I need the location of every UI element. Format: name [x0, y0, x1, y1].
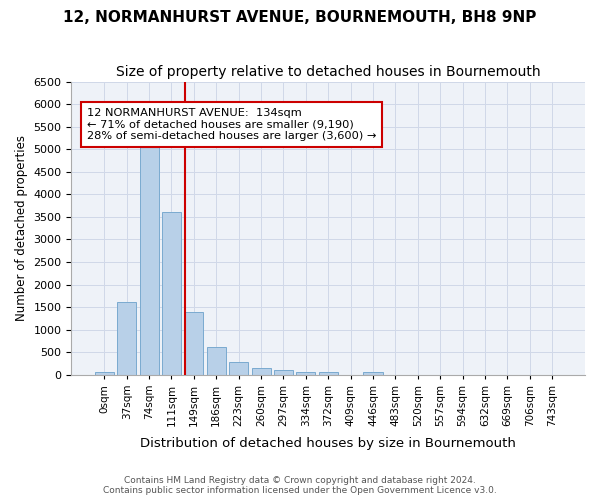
Text: 12, NORMANHURST AVENUE, BOURNEMOUTH, BH8 9NP: 12, NORMANHURST AVENUE, BOURNEMOUTH, BH8… — [64, 10, 536, 25]
Bar — [117, 302, 136, 374]
Bar — [274, 370, 293, 374]
Bar — [207, 347, 226, 374]
Bar — [296, 372, 316, 374]
Bar — [162, 212, 181, 374]
Bar — [364, 372, 383, 374]
Bar — [251, 368, 271, 374]
Title: Size of property relative to detached houses in Bournemouth: Size of property relative to detached ho… — [116, 65, 541, 79]
Bar — [184, 312, 203, 374]
Text: 12 NORMANHURST AVENUE:  134sqm
← 71% of detached houses are smaller (9,190)
28% : 12 NORMANHURST AVENUE: 134sqm ← 71% of d… — [87, 108, 376, 141]
Bar — [319, 372, 338, 374]
Bar — [229, 362, 248, 374]
Y-axis label: Number of detached properties: Number of detached properties — [15, 135, 28, 321]
Bar — [140, 147, 158, 374]
X-axis label: Distribution of detached houses by size in Bournemouth: Distribution of detached houses by size … — [140, 437, 516, 450]
Bar — [95, 372, 114, 374]
Text: Contains HM Land Registry data © Crown copyright and database right 2024.
Contai: Contains HM Land Registry data © Crown c… — [103, 476, 497, 495]
